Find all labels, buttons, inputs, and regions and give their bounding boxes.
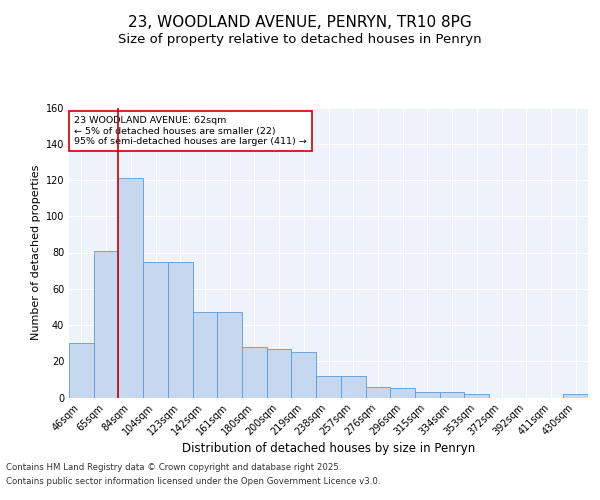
Bar — [193, 312, 217, 398]
Bar — [464, 394, 489, 398]
Text: 23 WOODLAND AVENUE: 62sqm
← 5% of detached houses are smaller (22)
95% of semi-d: 23 WOODLAND AVENUE: 62sqm ← 5% of detach… — [74, 116, 307, 146]
X-axis label: Distribution of detached houses by size in Penryn: Distribution of detached houses by size … — [182, 442, 475, 454]
Bar — [94, 250, 118, 398]
Text: 23, WOODLAND AVENUE, PENRYN, TR10 8PG: 23, WOODLAND AVENUE, PENRYN, TR10 8PG — [128, 15, 472, 30]
Bar — [69, 343, 94, 398]
Bar — [242, 347, 267, 398]
Bar — [292, 352, 316, 398]
Bar — [217, 312, 242, 398]
Bar — [168, 262, 193, 398]
Bar — [563, 394, 588, 398]
Bar — [390, 388, 415, 398]
Text: Size of property relative to detached houses in Penryn: Size of property relative to detached ho… — [118, 34, 482, 46]
Bar — [365, 386, 390, 398]
Bar — [440, 392, 464, 398]
Bar — [316, 376, 341, 398]
Text: Contains HM Land Registry data © Crown copyright and database right 2025.: Contains HM Land Registry data © Crown c… — [6, 464, 341, 472]
Text: Contains public sector information licensed under the Open Government Licence v3: Contains public sector information licen… — [6, 477, 380, 486]
Bar — [267, 348, 292, 398]
Y-axis label: Number of detached properties: Number of detached properties — [31, 165, 41, 340]
Bar — [143, 262, 168, 398]
Bar — [341, 376, 365, 398]
Bar — [415, 392, 440, 398]
Bar — [118, 178, 143, 398]
